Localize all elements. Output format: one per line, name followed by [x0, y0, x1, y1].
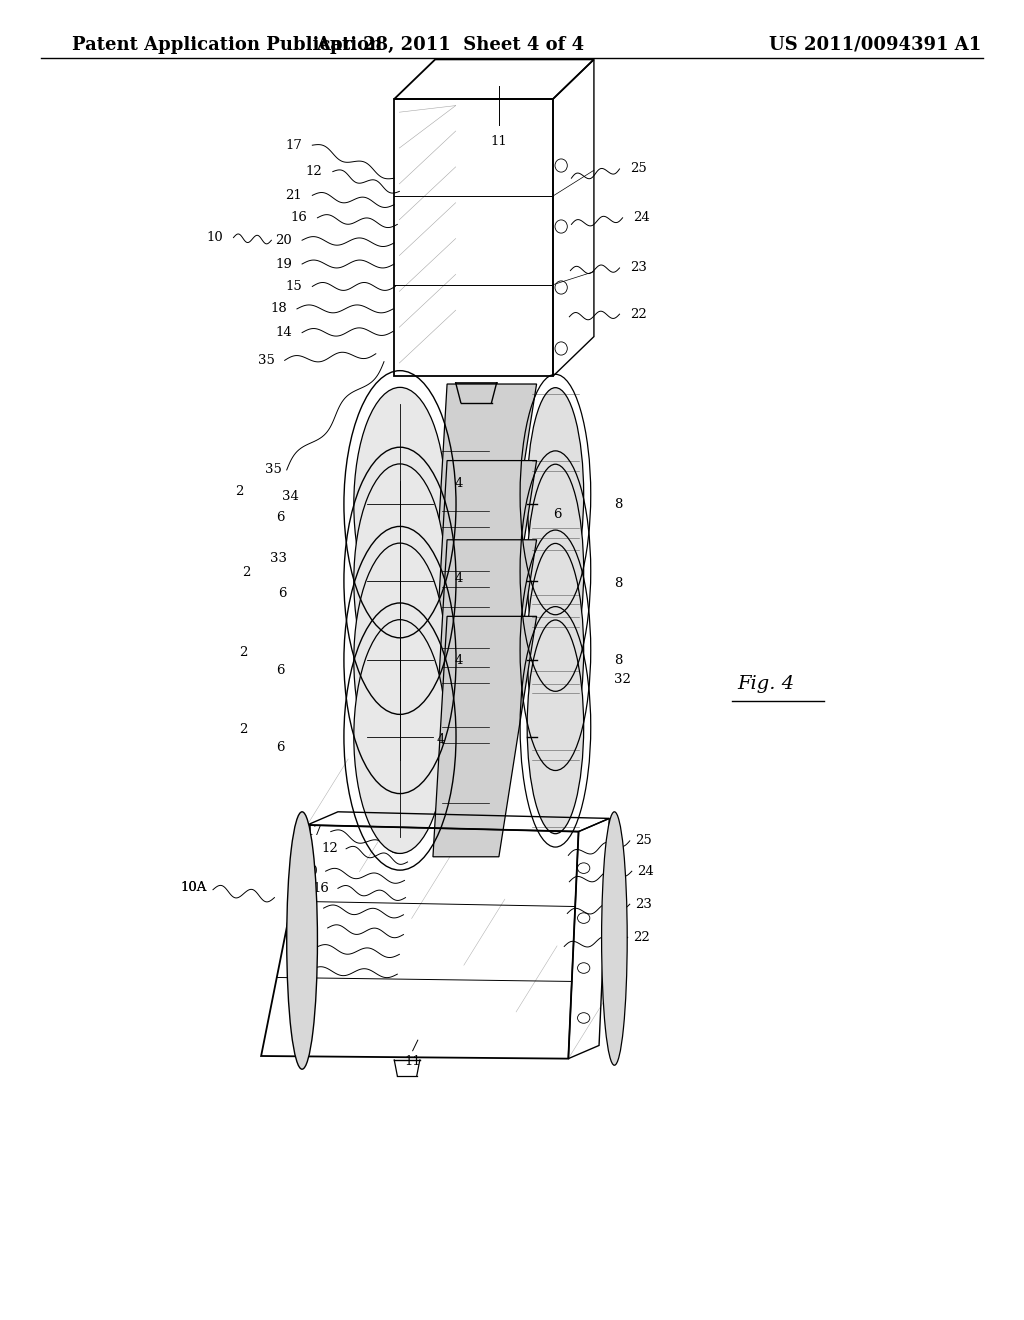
- Text: 21: 21: [286, 189, 302, 202]
- Text: 14: 14: [286, 964, 302, 977]
- Text: 10A: 10A: [180, 880, 207, 894]
- Ellipse shape: [354, 619, 446, 854]
- Text: 25: 25: [630, 162, 646, 176]
- Text: 2: 2: [240, 723, 248, 737]
- Text: 25: 25: [635, 834, 651, 847]
- Text: 16: 16: [291, 211, 307, 224]
- Ellipse shape: [354, 543, 446, 777]
- Text: 4: 4: [455, 572, 463, 585]
- Text: 34: 34: [283, 490, 299, 503]
- Ellipse shape: [287, 812, 317, 1069]
- Text: Fig. 4: Fig. 4: [737, 675, 795, 693]
- Text: 2: 2: [236, 484, 244, 498]
- Text: 22: 22: [630, 308, 646, 321]
- Text: 15: 15: [286, 280, 302, 293]
- Text: 12: 12: [322, 842, 338, 855]
- Text: 8: 8: [614, 577, 623, 590]
- Text: 12: 12: [306, 165, 323, 178]
- Text: 14: 14: [275, 326, 292, 339]
- Text: 20: 20: [301, 865, 317, 878]
- Text: 23: 23: [630, 261, 646, 275]
- Text: 11: 11: [404, 1055, 421, 1068]
- Text: 4: 4: [455, 653, 463, 667]
- Text: 23: 23: [635, 898, 651, 911]
- Text: 2: 2: [240, 645, 248, 659]
- Ellipse shape: [354, 387, 446, 622]
- Text: 17: 17: [306, 825, 323, 838]
- Text: Apr. 28, 2011  Sheet 4 of 4: Apr. 28, 2011 Sheet 4 of 4: [316, 36, 585, 54]
- Text: 19: 19: [275, 257, 292, 271]
- Text: 6: 6: [279, 587, 287, 601]
- Polygon shape: [433, 384, 537, 624]
- Polygon shape: [433, 616, 537, 857]
- Text: US 2011/0094391 A1: US 2011/0094391 A1: [769, 36, 982, 54]
- Text: 35: 35: [258, 354, 274, 367]
- Polygon shape: [433, 461, 537, 701]
- Text: 6: 6: [276, 511, 285, 524]
- Text: 24: 24: [637, 865, 653, 878]
- Text: 6: 6: [553, 508, 561, 521]
- Text: 6: 6: [276, 741, 285, 754]
- Ellipse shape: [354, 463, 446, 698]
- Text: 35: 35: [265, 463, 282, 477]
- Ellipse shape: [527, 544, 584, 758]
- Text: Patent Application Publication: Patent Application Publication: [72, 36, 382, 54]
- Text: 22: 22: [633, 931, 649, 944]
- Text: 10A: 10A: [180, 880, 207, 894]
- Text: 6: 6: [276, 664, 285, 677]
- Text: 18: 18: [270, 302, 287, 315]
- Text: 20: 20: [275, 234, 292, 247]
- Text: 33: 33: [269, 552, 287, 565]
- Text: 4: 4: [455, 477, 463, 490]
- Text: 17: 17: [286, 139, 302, 152]
- Text: 10: 10: [207, 231, 223, 244]
- Text: 4: 4: [436, 733, 444, 746]
- Ellipse shape: [601, 812, 627, 1065]
- Text: 11: 11: [490, 135, 507, 148]
- Text: 19: 19: [299, 902, 315, 915]
- Text: 18: 18: [291, 941, 307, 954]
- Text: 8: 8: [614, 498, 623, 511]
- Ellipse shape: [527, 620, 584, 834]
- Text: 2: 2: [243, 566, 251, 579]
- Text: 8: 8: [614, 653, 623, 667]
- Ellipse shape: [527, 388, 584, 602]
- Polygon shape: [433, 540, 537, 780]
- Text: 16: 16: [313, 882, 330, 895]
- Text: 15: 15: [303, 921, 319, 935]
- Text: 32: 32: [614, 673, 631, 686]
- Text: 24: 24: [633, 211, 649, 224]
- Ellipse shape: [527, 465, 584, 678]
